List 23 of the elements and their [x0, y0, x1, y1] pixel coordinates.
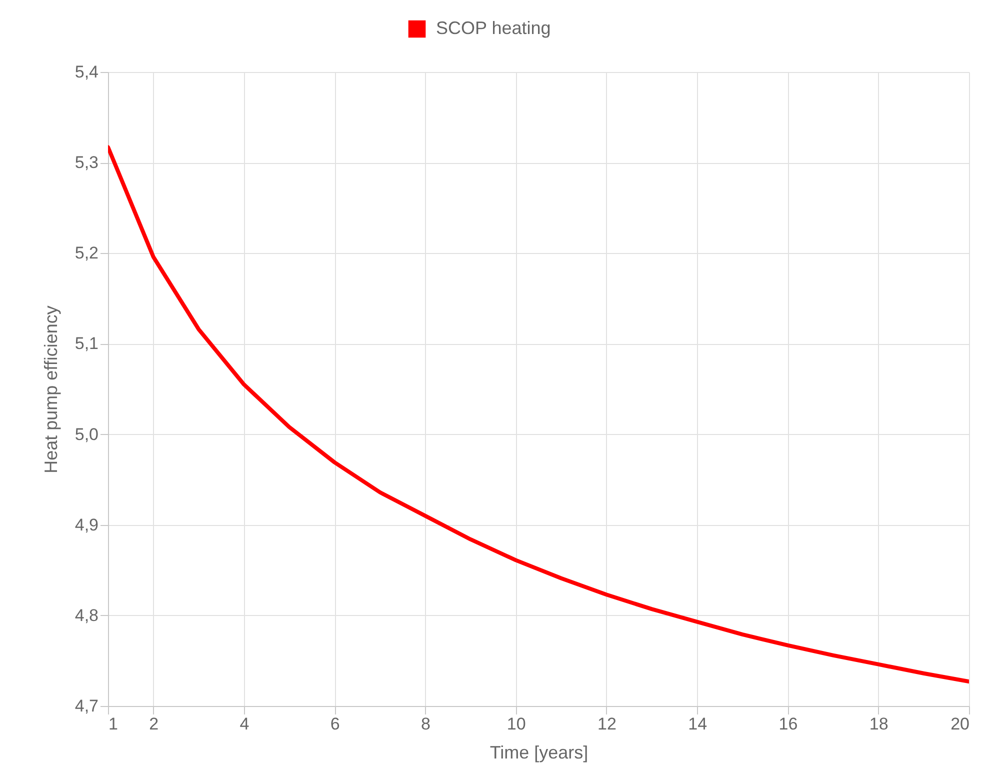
x-tick-label: 18: [869, 714, 888, 734]
y-tick-label: 5,3: [74, 153, 98, 172]
legend-label: SCOP heating: [436, 18, 551, 38]
x-tick-label: 4: [240, 714, 250, 734]
x-tick-label: 10: [506, 714, 526, 734]
x-tick-label: 2: [149, 714, 159, 734]
x-axis-title: Time [years]: [490, 742, 588, 762]
y-tick-label: 5,4: [74, 62, 98, 82]
y-axis-title: Heat pump efficiency: [40, 306, 61, 474]
y-tick-label: 4,8: [74, 606, 98, 625]
y-tick-label: 4,9: [74, 515, 98, 534]
y-tick-label: 5,0: [74, 424, 98, 444]
x-tick-label: 8: [420, 714, 430, 734]
y-tick-label: 5,1: [74, 334, 98, 354]
x-tick-label: 12: [598, 714, 616, 734]
y-tick-label: 4,7: [74, 696, 98, 716]
y-tick-label: 5,2: [74, 244, 98, 263]
x-tick-label: 14: [688, 714, 708, 734]
x-tick-label: 1: [108, 714, 118, 734]
x-tick-label: 20: [950, 714, 970, 734]
x-tick-label: 6: [330, 714, 340, 734]
line-series: [108, 145, 969, 684]
x-tick-label: 16: [778, 714, 798, 734]
